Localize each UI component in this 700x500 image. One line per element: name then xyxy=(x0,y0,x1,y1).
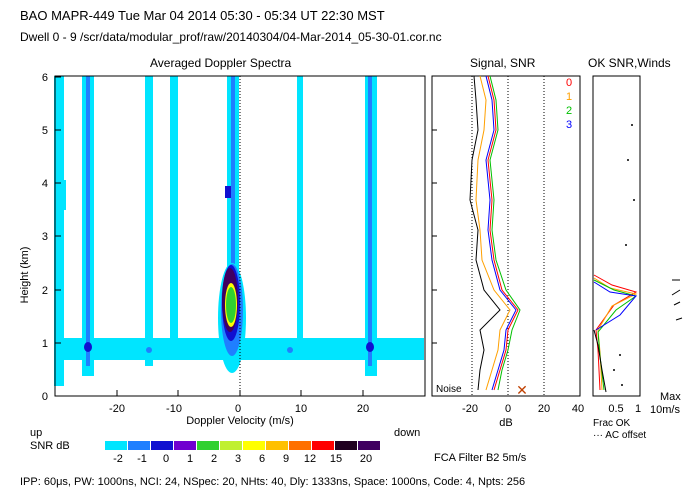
noise-label: Noise xyxy=(436,384,462,395)
ok-xtick-05: 0.5 xyxy=(608,403,623,415)
signal-y-ticks xyxy=(432,129,437,344)
ytick-0: 0 xyxy=(42,391,48,403)
ytick-4: 4 xyxy=(42,178,48,190)
frac-ok-label: Frac OK xyxy=(593,418,631,429)
signal-profiles xyxy=(469,75,521,391)
wind-barbs xyxy=(671,279,683,321)
series-label-2: 2 xyxy=(566,105,572,117)
ok-x-ticks: 0.5 1 xyxy=(608,403,641,415)
x-mark-signal: ✕ xyxy=(516,382,528,398)
xtick-20: 20 xyxy=(357,403,369,415)
sig-xtick-m20: -20 xyxy=(462,403,478,415)
legend-level-2: 0 xyxy=(163,453,169,465)
legend-level-7: 9 xyxy=(283,453,289,465)
snr-legend xyxy=(105,441,380,450)
header-line1: BAO MAPR-449 Tue Mar 04 2014 05:30 - 05:… xyxy=(20,8,385,23)
legend-title: SNR dB xyxy=(30,440,70,452)
series-label-1: 1 xyxy=(566,91,572,103)
legend-level-5: 3 xyxy=(235,453,241,465)
ok-dots xyxy=(613,124,635,386)
signal-x-ticks: -20 0 20 40 xyxy=(462,403,584,415)
legend-level-8: 12 xyxy=(304,453,316,465)
x-axis-label-spectra: Doppler Velocity (m/s) xyxy=(186,415,294,427)
spectra-title: Averaged Doppler Spectra xyxy=(150,56,292,70)
legend-level-0: -2 xyxy=(113,453,123,465)
footer-params: IPP: 60μs, PW: 1000ns, NCI: 24, NSpec: 2… xyxy=(20,476,526,488)
ac-offset-label: ··· AC offset xyxy=(593,430,646,441)
legend-labels: -2 -1 0 1 2 3 6 9 12 15 20 xyxy=(113,453,372,465)
spectra-x-ticks: -20 -10 0 10 20 xyxy=(109,390,369,415)
ytick-6: 6 xyxy=(42,72,48,84)
legend-level-10: 20 xyxy=(360,453,372,465)
spectra-heatmap xyxy=(54,76,424,386)
header-line2: Dwell 0 - 9 /scr/data/modular_prof/raw/2… xyxy=(20,30,442,44)
legend-level-4: 2 xyxy=(211,453,217,465)
ok-xtick-1: 1 xyxy=(635,403,641,415)
sig-xtick-20: 20 xyxy=(538,403,550,415)
legend-level-6: 6 xyxy=(259,453,265,465)
x-axis-label-signal: dB xyxy=(499,417,512,429)
ytick-3: 3 xyxy=(42,231,48,243)
max-label: Max xyxy=(660,391,681,403)
ytick-1: 1 xyxy=(42,338,48,350)
ytick-2: 2 xyxy=(42,285,48,297)
xtick-m10: -10 xyxy=(166,403,182,415)
ok-profiles xyxy=(593,274,638,393)
legend-level-1: -1 xyxy=(137,453,147,465)
legend-level-9: 15 xyxy=(330,453,342,465)
signal-title: Signal, SNR xyxy=(470,56,536,70)
xtick-0: 0 xyxy=(235,403,241,415)
series-label-0: 0 xyxy=(566,77,572,89)
sig-xtick-40: 40 xyxy=(572,403,584,415)
ytick-5: 5 xyxy=(42,125,48,137)
max-value: 10m/s xyxy=(650,404,680,416)
sig-xtick-0: 0 xyxy=(505,403,511,415)
xtick-10: 10 xyxy=(295,403,307,415)
down-label: down xyxy=(394,427,420,439)
series-label-3: 3 xyxy=(566,119,572,131)
y-axis-label: Height (km) xyxy=(19,247,31,304)
legend-level-3: 1 xyxy=(187,453,193,465)
spectra-y-ticks: 0 1 2 3 4 5 6 xyxy=(42,72,61,403)
up-label: up xyxy=(30,427,42,439)
ok-title: OK SNR,Winds xyxy=(588,56,671,70)
xtick-m20: -20 xyxy=(109,403,125,415)
filter-text: FCA Filter B2 5m/s xyxy=(434,452,527,464)
